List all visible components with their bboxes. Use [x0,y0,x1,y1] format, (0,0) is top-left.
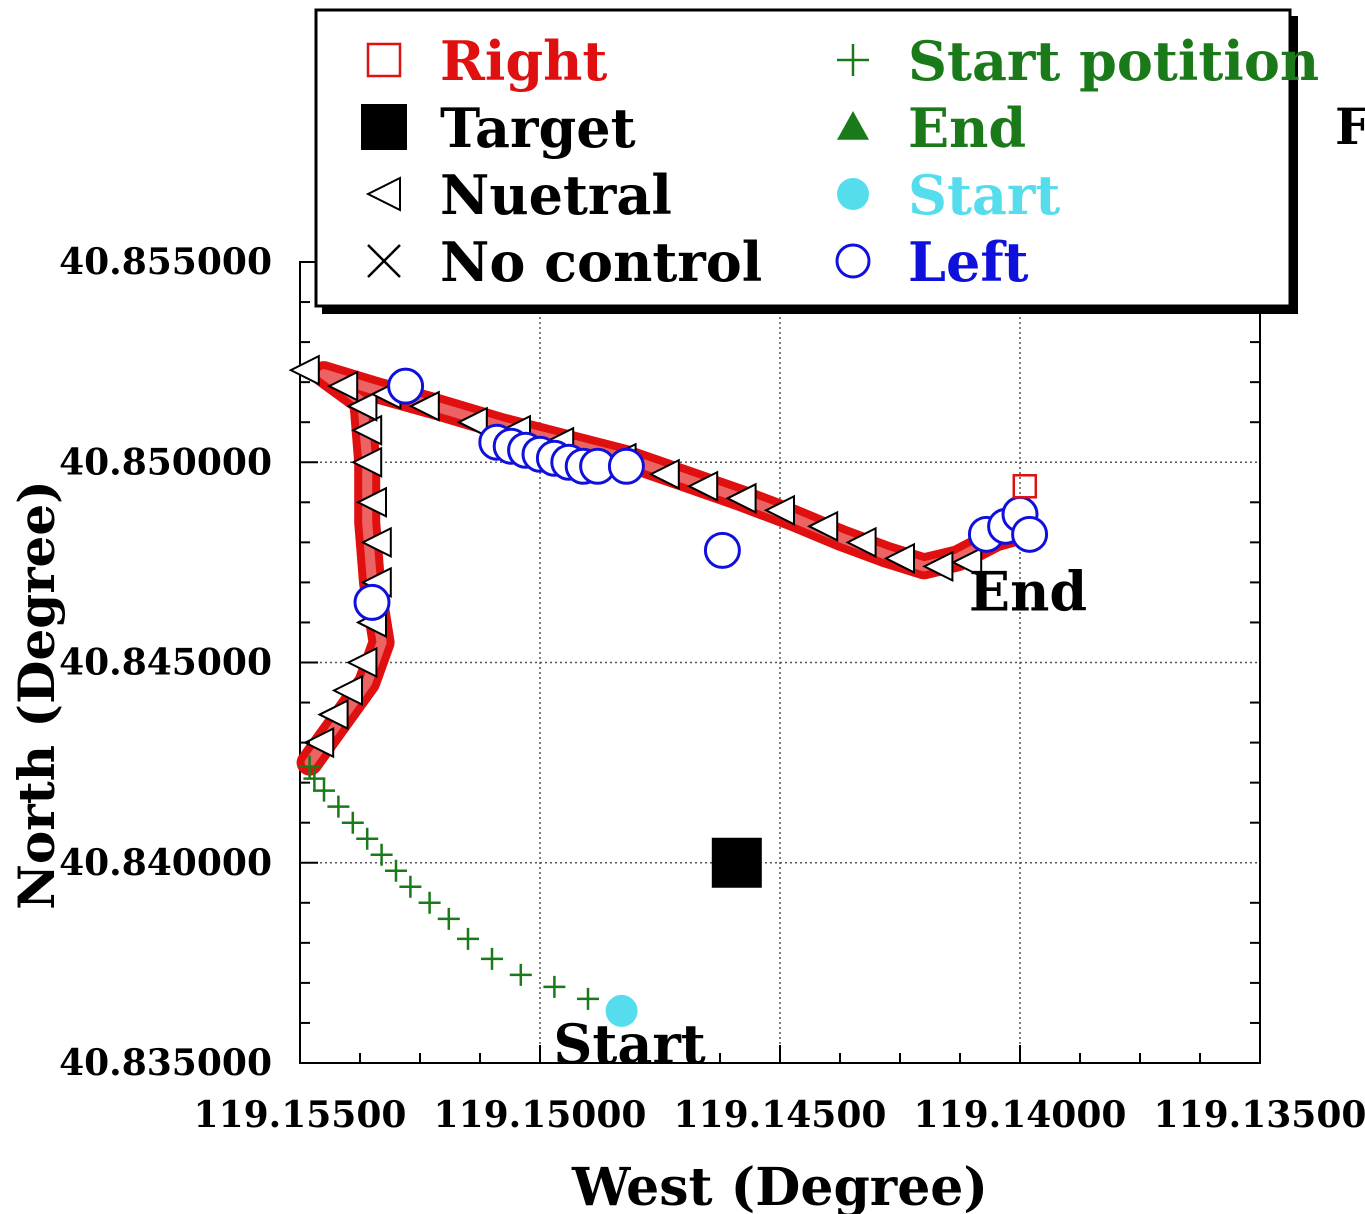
x-tick-label: 119.13500 [1154,1094,1365,1136]
marker-neutral [763,494,795,526]
marker-start_position [418,891,441,914]
marker-right [1012,474,1038,499]
marker-start_position [313,779,335,802]
marker-neutral [350,446,383,478]
marker-start_position [577,987,599,1010]
partial-text-right-edge: F [1335,97,1365,156]
marker-neutral [950,546,983,578]
marker-left [387,367,425,405]
x-tick-label: 119.14500 [674,1094,887,1136]
marker-start_position [543,975,566,998]
marker-left [1011,515,1049,553]
x-tick-label: 119.14000 [914,1094,1127,1136]
marker-start_position [437,907,460,930]
y-axis-label: North (Degree) [7,480,66,910]
start-marker [605,994,638,1027]
legend-marker-start_position [837,44,869,76]
marker-neutral [686,470,719,502]
legend-label-end: End [908,96,1026,160]
marker-start_position [370,843,393,866]
marker-start_position [327,795,350,818]
marker-left [703,531,741,569]
marker-start_position [303,767,326,790]
grid [300,262,1260,1063]
legend-box [314,8,1292,308]
marker-left [607,447,645,485]
marker-neutral [317,698,349,731]
y-tick-label: 40.835000 [59,1042,272,1084]
marker-start_position [457,927,479,950]
legend-label-right: Right [440,29,607,93]
marker-neutral [355,486,387,518]
target-marker [711,837,762,888]
y-tick-label: 40.855000 [59,241,272,283]
annotation-label: End [969,559,1087,623]
legend-marker-start [837,178,869,210]
legend-label-no_control: No control [440,230,762,294]
legend-label-target: Target [440,96,636,160]
legend-marker-end [837,111,869,140]
data-markers: End Start [288,354,1087,1076]
marker-neutral [360,526,392,558]
x-axis-label: West (Degree) [571,1157,988,1214]
marker-neutral [331,674,363,707]
marker-start_position [356,827,379,850]
marker-neutral [302,726,335,759]
legend-marker-no_control [367,244,401,278]
y-tick-label: 40.850000 [59,441,272,483]
marker-neutral [922,550,954,582]
marker-neutral [350,414,383,446]
marker-neutral [326,370,359,402]
marker-neutral [648,458,680,490]
marker-neutral [845,526,877,558]
marker-start_position [341,811,364,834]
x-tick-label: 119.15000 [434,1094,647,1136]
legend-marker-neutral [365,176,401,212]
marker-neutral [806,510,839,542]
legend-label-start: Start [908,163,1060,227]
marker-start_position [385,859,407,882]
legend-label-start_position: Start potition [908,29,1319,93]
legend-marker-target [361,104,407,150]
marker-neutral [408,390,440,422]
marker-left [353,583,391,621]
marker-neutral [456,406,488,438]
legend-marker-right [366,42,402,78]
legend-label-neutral: Nuetral [440,163,672,227]
marker-neutral [346,390,378,422]
marker-neutral [883,542,915,574]
marker-start_position [399,875,422,898]
y-tick-label: 40.845000 [59,642,272,684]
marker-neutral [288,354,320,386]
marker-start_position [509,963,532,986]
marker-start_position [481,947,503,970]
marker-neutral [346,646,378,679]
legend-marker-left [835,243,871,279]
marker-start_position [298,755,321,778]
legend-label-left: Left [908,230,1029,294]
marker-neutral [725,482,757,514]
x-tick-label: 119.15500 [194,1094,407,1136]
annotation-label: Start [553,1012,705,1076]
y-tick-label: 40.840000 [59,842,272,884]
